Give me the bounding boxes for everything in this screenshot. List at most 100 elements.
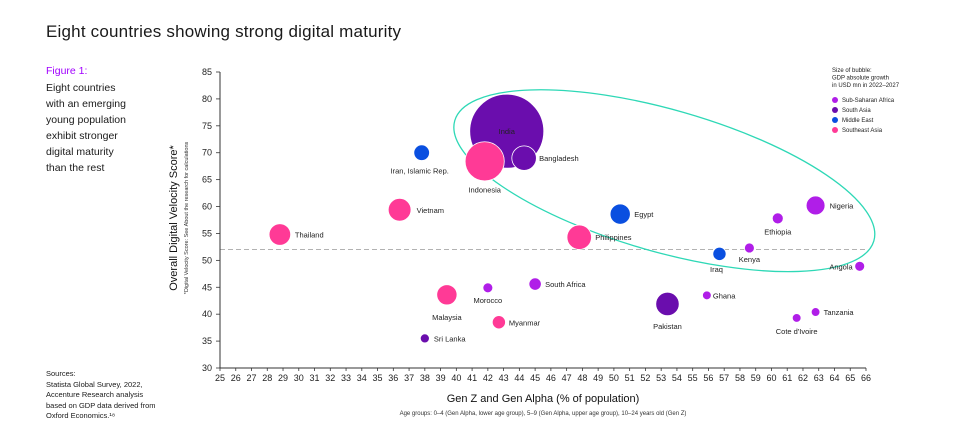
x-tick-label: 38 [420,373,430,383]
x-tick-label: 50 [609,373,619,383]
legend-swatch [832,127,838,133]
label-south-africa: South Africa [545,280,586,289]
x-tick-label: 62 [798,373,808,383]
x-tick-label: 65 [845,373,855,383]
caption-line: young population [46,114,126,126]
bubble-indonesia [464,141,505,182]
legend-title-line: Size of bubble: [832,68,872,74]
label-sri-lanka: Sri Lanka [434,334,467,343]
bubble-tanzania [810,307,821,317]
bubble-morocco [482,282,494,294]
label-india: India [499,127,516,136]
x-axis-title: Gen Z and Gen Alpha (% of population) [447,393,640,405]
x-tick-label: 57 [719,373,729,383]
caption-line: Eight countries [46,82,116,94]
x-tick-label: 54 [672,373,682,383]
legend-entry: South Asia [842,108,871,114]
x-axis-note: Age groups: 0–4 (Gen Alpha, lower age gr… [400,411,687,417]
label-cote-d-ivoire: Cote d'Ivoire [776,327,818,336]
x-tick-label: 42 [483,373,493,383]
legend-entry: Southeast Asia [842,128,883,134]
bubble-iran-islamic-rep [413,144,430,161]
bubble-pakistan [655,291,680,317]
sources-line: Oxford Economics.¹⁸ [46,411,116,420]
x-tick-label: 64 [829,373,839,383]
label-egypt: Egypt [634,210,654,219]
sources-line: Statista Global Survey, 2022, [46,379,143,389]
y-tick-label: 45 [202,282,212,292]
bubble-ethiopia [771,212,784,225]
label-indonesia: Indonesia [468,185,501,194]
figure-label: Figure 1: [46,65,88,77]
x-tick-label: 49 [593,373,603,383]
legend-entry: Middle East [842,118,874,124]
bubble-bangladesh [511,145,537,171]
y-tick-label: 85 [202,67,212,77]
figure-caption: Eight countries with an emerging young p… [46,80,156,176]
x-tick-label: 26 [231,373,241,383]
bubble-ghana [702,290,712,301]
label-bangladesh: Bangladesh [539,154,579,163]
x-tick-label: 46 [546,373,556,383]
legend-swatch [832,107,838,113]
bubble-cote-d-ivoire [791,313,802,323]
x-tick-label: 47 [562,373,572,383]
highlight-ellipse [453,89,876,273]
x-tick-label: 34 [357,373,367,383]
page-title: Eight countries showing strong digital m… [46,22,402,41]
legend-title-line: GDP absolute growth [832,76,889,82]
y-tick-label: 80 [202,94,212,104]
caption-line: digital maturity [46,146,114,158]
label-ethiopia: Ethiopia [764,227,792,236]
x-tick-label: 30 [294,373,304,383]
x-tick-label: 43 [499,373,509,383]
x-tick-label: 48 [577,373,587,383]
x-tick-label: 52 [640,373,650,383]
y-axis-title: Overall Digital Velocity Score* [168,145,180,291]
x-tick-label: 41 [467,373,477,383]
y-tick-label: 35 [202,336,212,346]
label-nigeria: Nigeria [830,201,855,210]
y-tick-label: 40 [202,309,212,319]
label-philippines: Philippines [595,233,632,242]
sources-line: based on GDP data derived from [46,400,156,410]
caption-line: with an emerging [46,98,126,110]
bubble-egypt [609,203,631,225]
sources-note: Sources: Statista Global Survey, 2022, A… [46,369,186,422]
bubble-south-africa [528,277,542,291]
y-tick-label: 75 [202,121,212,131]
caption-line: exhibit stronger [46,130,118,142]
x-tick-label: 66 [861,373,871,383]
x-tick-label: 59 [751,373,761,383]
label-morocco: Morocco [473,296,502,305]
legend-swatch [832,117,838,123]
x-tick-label: 39 [436,373,446,383]
y-tick-label: 30 [202,363,212,373]
bubble-myanmar [491,315,506,330]
y-axis-note: *Digital Velocity Score: See About the r… [184,141,190,294]
x-tick-label: 27 [247,373,257,383]
caption-line: than the rest [46,162,105,174]
x-tick-label: 35 [373,373,383,383]
bubble-sri-lanka [419,333,430,344]
bubble-kenya [744,242,755,254]
y-tick-label: 65 [202,175,212,185]
x-tick-label: 60 [766,373,776,383]
x-tick-label: 36 [388,373,398,383]
x-tick-label: 37 [404,373,414,383]
label-iran-islamic-rep: Iran, Islamic Rep. [390,167,448,176]
label-ghana: Ghana [713,291,736,300]
label-myanmar: Myanmar [509,318,541,327]
x-tick-label: 45 [530,373,540,383]
sources-line: Accenture Research analysis [46,390,144,399]
x-tick-label: 63 [814,373,824,383]
label-kenya: Kenya [739,255,761,264]
x-tick-label: 29 [278,373,288,383]
x-tick-label: 61 [782,373,792,383]
label-malaysia: Malaysia [432,313,462,322]
x-tick-label: 55 [688,373,698,383]
legend-swatch [832,97,838,103]
x-tick-label: 32 [325,373,335,383]
y-tick-label: 55 [202,228,212,238]
